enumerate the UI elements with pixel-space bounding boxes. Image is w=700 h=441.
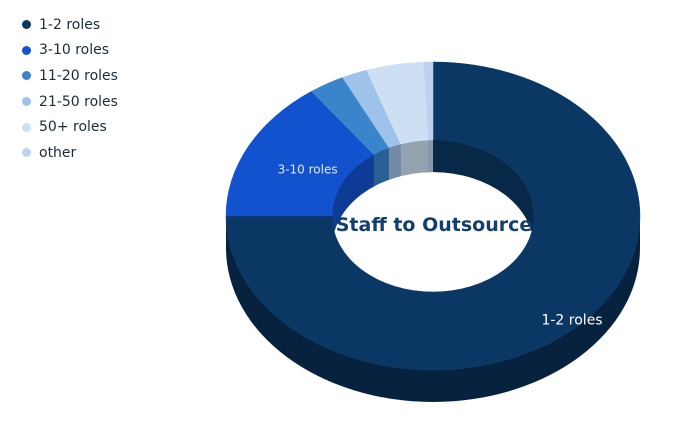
legend-marker <box>22 148 31 158</box>
legend-marker <box>22 71 31 81</box>
slice-inner-wall-3-10-roles <box>331 154 374 248</box>
chart-title: Staff to Outsource <box>336 214 533 236</box>
legend-label: 50+ roles <box>39 119 107 136</box>
chart-legend: 1-2 roles 3-10 roles 11-20 roles 21-50 r… <box>22 12 118 166</box>
slice-3-10-roles[interactable] <box>225 91 375 217</box>
legend-label: 11-20 roles <box>39 67 118 84</box>
legend-label: other <box>39 144 77 161</box>
slice-label-3-10-roles: 3-10 roles <box>278 162 338 176</box>
slice-inner-wall-21-50-roles <box>388 144 401 180</box>
slice-other[interactable] <box>423 61 434 141</box>
slice-inner-wall-other <box>428 140 433 173</box>
legend-item-1-2-roles[interactable]: 1-2 roles <box>22 12 118 38</box>
slice-side-1-2-roles <box>226 216 640 402</box>
legend-label: 1-2 roles <box>39 16 101 33</box>
legend-item-21-50-roles[interactable]: 21-50 roles <box>22 89 118 115</box>
legend-label: 21-50 roles <box>39 93 118 110</box>
slice-inner-wall-50-plus-roles <box>400 140 429 177</box>
donut-sides <box>226 140 640 402</box>
legend-item-50-plus-roles[interactable]: 50+ roles <box>22 114 118 140</box>
legend-label: 3-10 roles <box>39 42 110 59</box>
slice-labels: 1-2 roles 3-10 roles <box>278 162 603 328</box>
legend-item-other[interactable]: other <box>22 140 118 166</box>
legend-item-11-20-roles[interactable]: 11-20 roles <box>22 63 118 89</box>
legend-marker <box>22 20 31 30</box>
slice-inner-wall-1-2-roles <box>433 140 534 248</box>
slice-label-1-2-roles: 1-2 roles <box>541 312 602 328</box>
legend-marker <box>22 122 31 132</box>
donut-slices <box>225 61 641 371</box>
slice-inner-wall-11-20-roles <box>373 147 389 187</box>
slice-1-2-roles[interactable] <box>225 61 641 371</box>
legend-marker <box>22 97 31 107</box>
legend-item-3-10-roles[interactable]: 3-10 roles <box>22 38 118 64</box>
legend-marker <box>22 45 31 55</box>
